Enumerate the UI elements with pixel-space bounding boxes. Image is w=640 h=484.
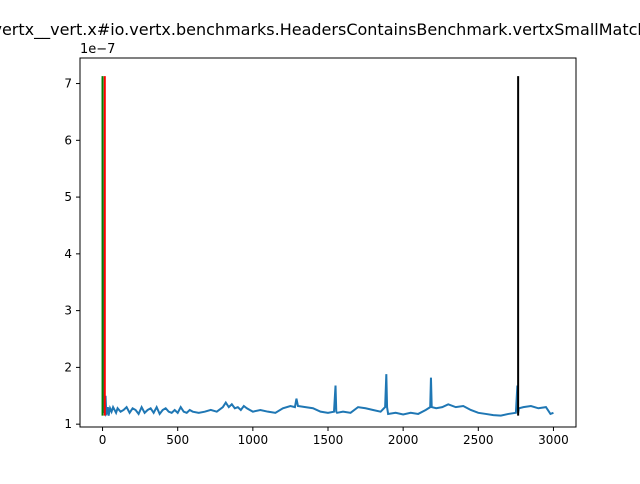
plot-area (101, 76, 554, 418)
y-axis: 1 2 3 4 5 6 7 (64, 77, 80, 431)
axes-frame (79, 57, 577, 428)
series-line-0 (101, 77, 554, 418)
y-tick-label: 6 (64, 133, 72, 147)
y-tick-label: 2 (64, 360, 72, 374)
x-tick-label: 2000 (388, 433, 419, 447)
x-tick-label: 500 (166, 433, 189, 447)
x-axis: 0 500 1000 1500 2000 2500 3000 (99, 427, 569, 447)
x-tick-label: 3000 (538, 433, 569, 447)
y-tick-label: 5 (64, 190, 72, 204)
y-tick-label: 7 (64, 77, 72, 91)
x-tick-label: 2500 (463, 433, 494, 447)
y-tick-label: 1 (64, 417, 72, 431)
chart-title: vertx__vert.x#io.vertx.benchmarks.Header… (0, 20, 640, 40)
y-axis-offset-label: 1e−7 (80, 42, 115, 57)
y-tick-label: 3 (64, 304, 72, 318)
x-tick-label: 1000 (238, 433, 269, 447)
y-tick-label: 4 (64, 247, 72, 261)
x-tick-label: 0 (99, 433, 107, 447)
x-tick-label: 1500 (313, 433, 344, 447)
